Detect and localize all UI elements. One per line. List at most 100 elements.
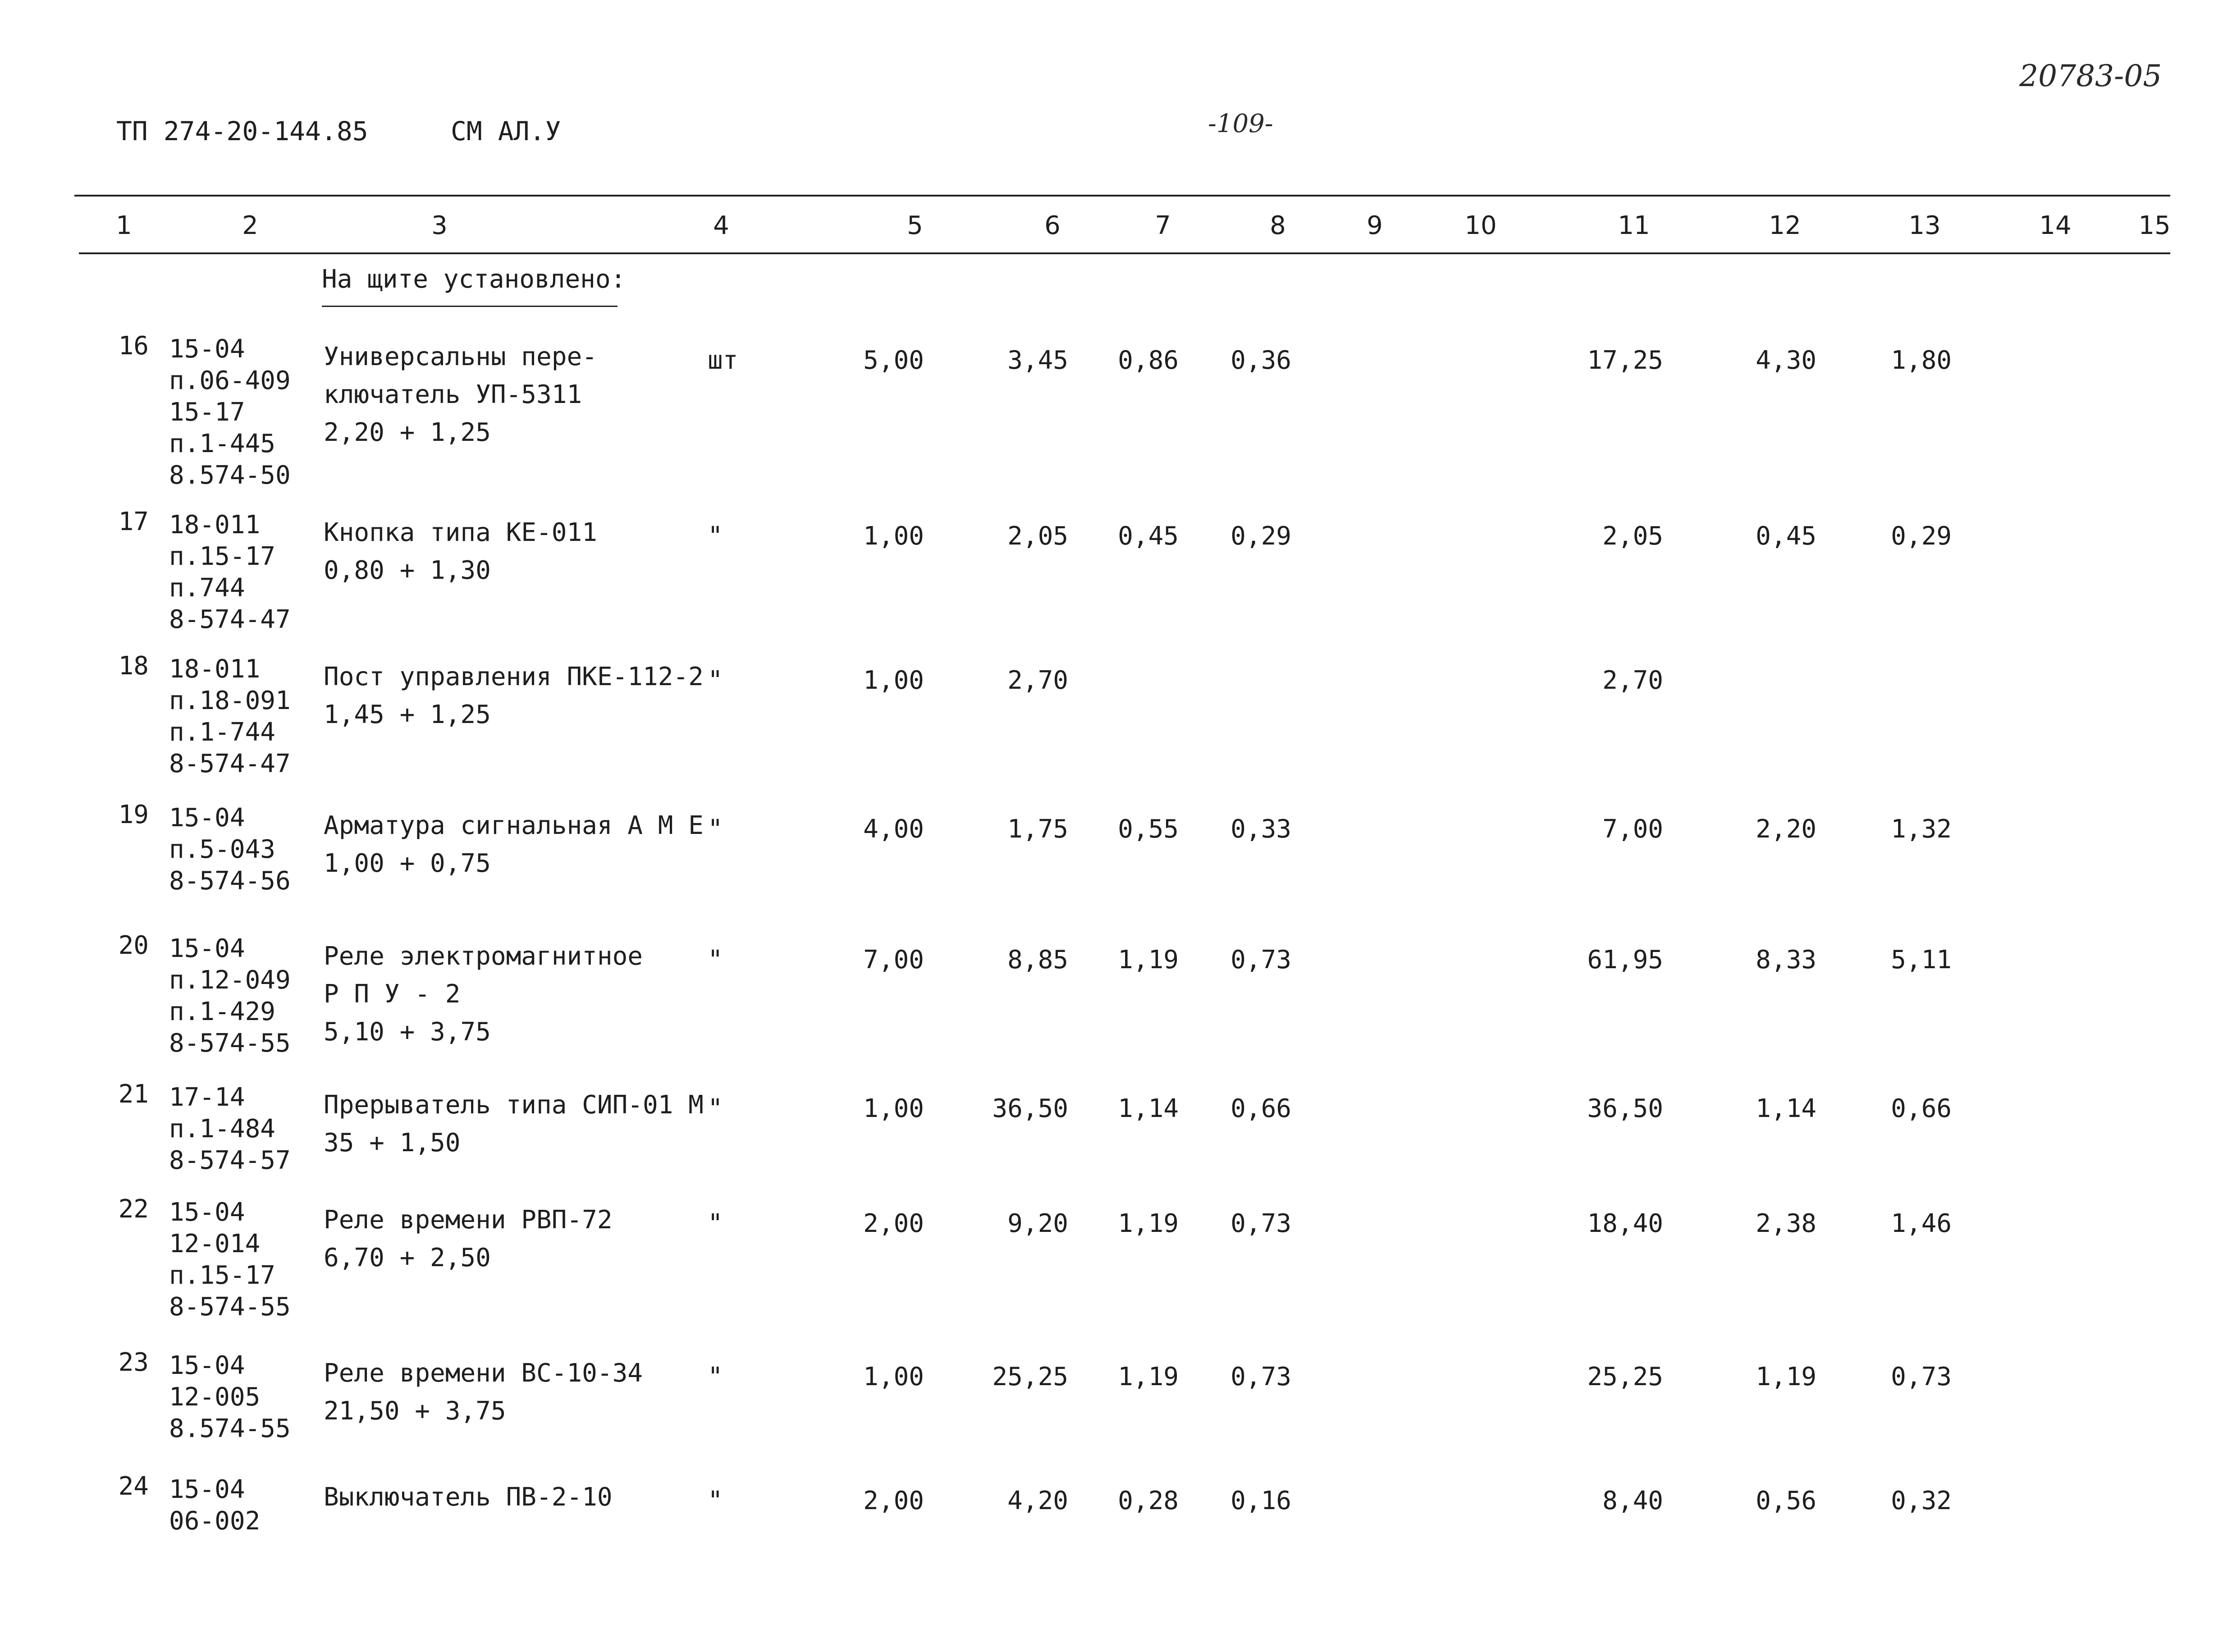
row-value-c11: 2,05 xyxy=(1602,522,1663,551)
row-description: Кнопка типа КЕ-011 0,80 + 1,30 xyxy=(324,518,597,585)
row-description: Выключатель ПВ-2-10 xyxy=(324,1483,613,1512)
row-value-c6: 9,20 xyxy=(1007,1209,1068,1238)
row-value-c5: 1,00 xyxy=(863,1094,924,1123)
row-value-c11: 18,40 xyxy=(1587,1209,1663,1238)
row-value-c7: 0,45 xyxy=(1118,522,1179,551)
row-value-c5: 1,00 xyxy=(863,1362,924,1391)
column-header-14: 14 xyxy=(2039,211,2072,240)
row-reference: 15-04 06-002 xyxy=(169,1475,261,1536)
row-value-c11: 2,70 xyxy=(1602,666,1663,695)
section-title: На щите установлено: xyxy=(322,265,626,294)
row-value-c5: 7,00 xyxy=(863,945,924,975)
column-header-7: 7 xyxy=(1155,211,1171,240)
row-value-c6: 2,70 xyxy=(1007,666,1068,695)
row-value-c13: 0,66 xyxy=(1891,1094,1952,1123)
row-reference: 15-04 12-014 п.15-17 8-574-55 xyxy=(169,1198,291,1322)
row-value-c11: 36,50 xyxy=(1587,1094,1663,1123)
row-value-c11: 8,40 xyxy=(1602,1486,1663,1515)
row-value-c8: 0,73 xyxy=(1231,945,1291,975)
column-header-13: 13 xyxy=(1908,211,1941,240)
row-value-c11: 17,25 xyxy=(1587,346,1663,375)
row-unit: " xyxy=(708,1094,723,1123)
table-top-rule xyxy=(74,195,2170,197)
row-description: Реле времени РВП-72 6,70 + 2,50 xyxy=(324,1205,613,1272)
row-reference: 18-011 п.15-17 п.744 8-574-47 xyxy=(169,510,291,634)
row-reference: 18-011 п.18-091 п.1-744 8-574-47 xyxy=(169,654,291,778)
row-unit: " xyxy=(708,1362,723,1391)
row-value-c12: 8,33 xyxy=(1756,945,1816,975)
row-value-c13: 0,32 xyxy=(1891,1486,1952,1515)
row-reference: 15-04 12-005 8.574-55 xyxy=(169,1351,291,1443)
row-value-c13: 1,80 xyxy=(1891,346,1952,375)
row-number: 24 xyxy=(118,1472,149,1501)
row-value-c13: 1,46 xyxy=(1891,1209,1952,1238)
column-header-11: 11 xyxy=(1618,211,1650,240)
row-value-c5: 1,00 xyxy=(863,522,924,551)
row-value-c5: 5,00 xyxy=(863,346,924,375)
row-unit: " xyxy=(708,815,723,844)
table-header-bottom-rule xyxy=(79,252,2170,254)
row-value-c11: 61,95 xyxy=(1587,945,1663,975)
sheet-code: СМ АЛ.У xyxy=(451,116,561,146)
row-value-c13: 0,73 xyxy=(1891,1362,1952,1391)
row-value-c12: 4,30 xyxy=(1756,346,1816,375)
row-value-c13: 1,32 xyxy=(1891,815,1952,844)
row-value-c6: 3,45 xyxy=(1007,346,1068,375)
row-unit: " xyxy=(708,945,723,975)
row-reference: 17-14 п.1-484 8-574-57 xyxy=(169,1083,291,1175)
column-header-3: 3 xyxy=(431,211,448,240)
row-value-c8: 0,73 xyxy=(1231,1362,1291,1391)
row-value-c8: 0,73 xyxy=(1231,1209,1291,1238)
row-description: Универсальны пере- ключатель УП-5311 2,2… xyxy=(324,342,597,447)
row-description: Прерыватель типа СИП-01 М 35 + 1,50 xyxy=(324,1090,704,1158)
row-description: Пост управления ПКЕ-112-2 1,45 + 1,25 xyxy=(324,662,704,729)
section-title-underline xyxy=(322,306,618,307)
column-header-12: 12 xyxy=(1769,211,1801,240)
row-number: 20 xyxy=(118,931,149,960)
row-value-c8: 0,33 xyxy=(1231,815,1291,844)
column-header-8: 8 xyxy=(1270,211,1286,240)
row-unit: " xyxy=(708,522,723,551)
row-number: 19 xyxy=(118,800,149,829)
row-value-c7: 0,28 xyxy=(1118,1486,1179,1515)
page-number: -109- xyxy=(1208,109,1273,138)
row-value-c12: 2,38 xyxy=(1756,1209,1816,1238)
row-value-c5: 4,00 xyxy=(863,815,924,844)
row-reference: 15-04 п.12-049 п.1-429 8-574-55 xyxy=(169,934,291,1058)
row-number: 18 xyxy=(118,651,149,681)
row-reference: 15-04 п.06-409 15-17 п.1-445 8.574-50 xyxy=(169,334,291,490)
column-header-1: 1 xyxy=(116,211,132,240)
archive-stamp: 20783-05 xyxy=(2019,59,2162,93)
row-description: Реле времени ВС-10-34 21,50 + 3,75 xyxy=(324,1359,643,1426)
row-value-c8: 0,66 xyxy=(1231,1094,1291,1123)
column-header-5: 5 xyxy=(907,211,923,240)
row-unit: " xyxy=(708,1486,723,1515)
row-value-c7: 0,55 xyxy=(1118,815,1179,844)
column-header-2: 2 xyxy=(242,211,258,240)
row-value-c8: 0,36 xyxy=(1231,346,1291,375)
row-value-c12: 1,19 xyxy=(1756,1362,1816,1391)
row-value-c11: 7,00 xyxy=(1602,815,1663,844)
row-number: 21 xyxy=(118,1080,149,1109)
row-value-c6: 2,05 xyxy=(1007,522,1068,551)
row-value-c6: 25,25 xyxy=(992,1362,1068,1391)
row-number: 23 xyxy=(118,1348,149,1377)
row-value-c8: 0,29 xyxy=(1231,522,1291,551)
row-reference: 15-04 п.5-043 8-574-56 xyxy=(169,803,291,896)
row-value-c13: 5,11 xyxy=(1891,945,1952,975)
row-value-c7: 0,86 xyxy=(1118,346,1179,375)
column-header-4: 4 xyxy=(713,211,729,240)
row-value-c8: 0,16 xyxy=(1231,1486,1291,1515)
column-header-6: 6 xyxy=(1044,211,1061,240)
row-value-c5: 2,00 xyxy=(863,1209,924,1238)
row-value-c7: 1,19 xyxy=(1118,1362,1179,1391)
row-number: 22 xyxy=(118,1194,149,1224)
row-value-c6: 1,75 xyxy=(1007,815,1068,844)
row-unit: " xyxy=(708,666,723,695)
row-value-c12: 1,14 xyxy=(1756,1094,1816,1123)
row-value-c6: 4,20 xyxy=(1007,1486,1068,1515)
row-description: Арматура сигнальная А М Е 1,00 + 0,75 xyxy=(324,811,704,878)
row-number: 16 xyxy=(118,331,149,361)
row-unit: шт xyxy=(708,346,738,375)
row-description: Реле электромагнитное Р П У - 2 5,10 + 3… xyxy=(324,942,643,1047)
